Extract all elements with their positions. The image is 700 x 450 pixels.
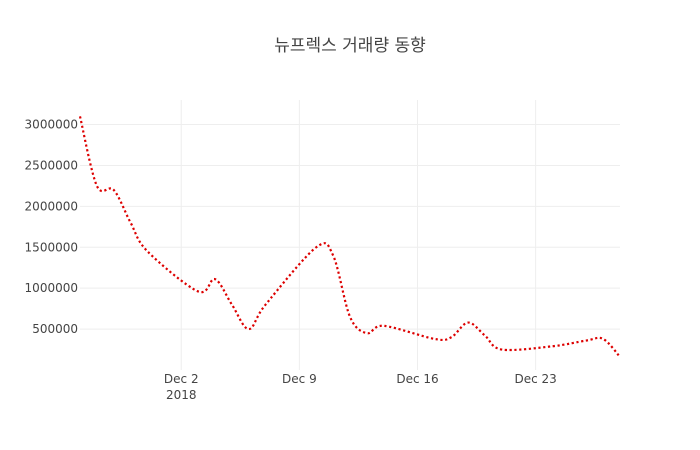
data-point[interactable]	[600, 336, 606, 342]
data-point[interactable]	[195, 288, 201, 294]
x-tick-label: Dec 2	[164, 372, 199, 386]
data-point[interactable]	[448, 334, 454, 340]
y-tick-label: 2000000	[25, 199, 78, 213]
x-tick-label: Dec 16	[396, 372, 438, 386]
data-point[interactable]	[364, 330, 370, 336]
y-tick-label: 3000000	[25, 118, 78, 132]
data-point[interactable]	[128, 220, 134, 226]
data-point[interactable]	[229, 302, 235, 308]
x-tick-label: Dec 23	[514, 372, 556, 386]
data-point[interactable]	[77, 113, 83, 119]
data-point[interactable]	[330, 252, 336, 258]
data-point[interactable]	[145, 248, 151, 254]
data-point[interactable]	[313, 244, 319, 250]
data-point[interactable]	[111, 187, 117, 193]
x-tick-label: Dec 9	[282, 372, 317, 386]
data-point[interactable]	[246, 326, 252, 332]
data-point[interactable]	[347, 314, 353, 320]
y-tick-label: 500000	[32, 322, 78, 336]
y-tick-label: 1500000	[25, 240, 78, 254]
data-point[interactable]	[550, 343, 556, 349]
chart-title: 뉴프렉스 거래량 동향	[274, 36, 426, 56]
data-point[interactable]	[482, 333, 488, 339]
data-point[interactable]	[381, 323, 387, 329]
y-tick-label: 1000000	[25, 281, 78, 295]
series-line-0	[78, 116, 621, 358]
series-layer	[77, 113, 623, 360]
data-point[interactable]	[94, 183, 100, 189]
data-point[interactable]	[431, 336, 437, 342]
y-tick-label: 2500000	[25, 158, 78, 172]
data-point[interactable]	[617, 354, 623, 360]
data-point[interactable]	[263, 302, 269, 308]
data-point[interactable]	[465, 320, 471, 326]
grid-lines	[80, 100, 620, 370]
axis-labels: 500000 1000000 1500000 2000000 2500000 300000…	[25, 118, 557, 402]
x-tick-sublabel: 2018	[166, 388, 197, 402]
data-point[interactable]	[583, 338, 589, 344]
data-point[interactable]	[499, 347, 505, 353]
data-point[interactable]	[212, 276, 218, 282]
